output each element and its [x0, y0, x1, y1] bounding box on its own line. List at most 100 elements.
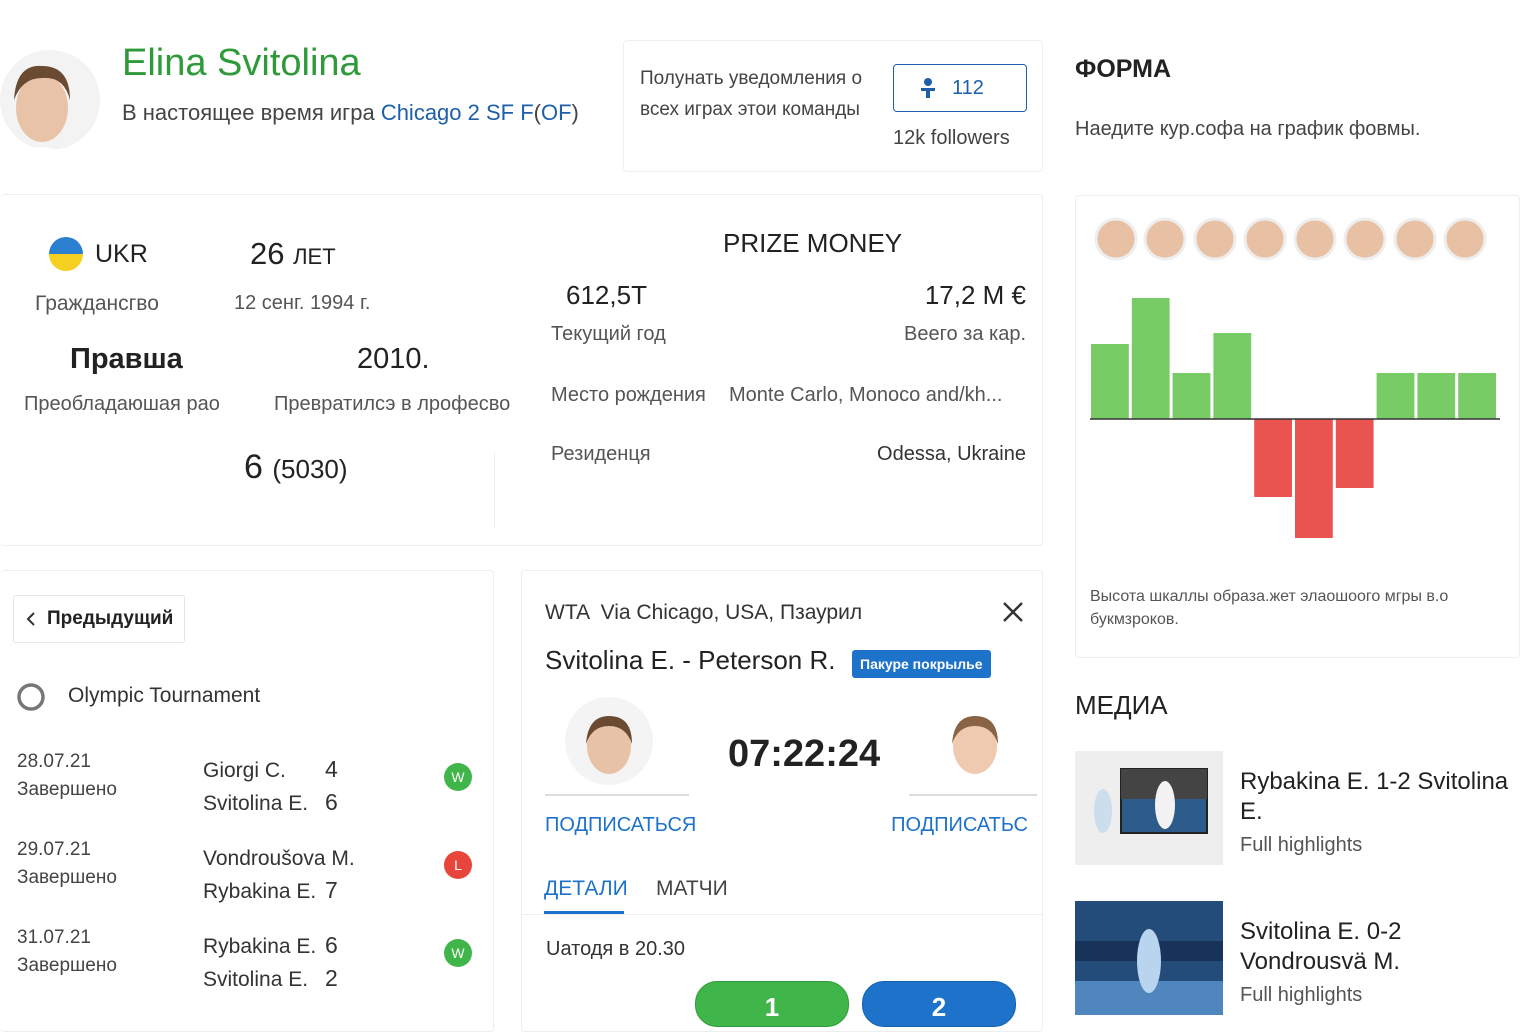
form-chart: [1090, 217, 1500, 538]
back-label: Предыдущий: [47, 608, 174, 629]
tab-indicator: [544, 911, 624, 914]
player-two: Rybakina E.: [203, 880, 317, 903]
media-thumb[interactable]: [1075, 901, 1223, 1015]
age-value: 26: [250, 236, 285, 271]
opponent-avatar: [952, 716, 998, 774]
player-avatar: [565, 697, 653, 785]
form-box: Высота шкаллы образа.жет элаошоого мгры …: [1075, 195, 1520, 658]
form-title: ФОРМА: [1075, 55, 1172, 83]
form-avatars: [1094, 217, 1487, 261]
player-two: Svitolina E.: [203, 792, 309, 815]
player-one: Giorgi C.: [203, 759, 286, 782]
form-bar: [1458, 373, 1496, 419]
match-date: 28.07.21: [17, 751, 91, 772]
back-button[interactable]: Предыдущий: [13, 595, 185, 643]
prize-title: PRIZE MONEY: [723, 228, 903, 258]
rank-value: 6: [244, 448, 263, 486]
divider: [494, 452, 495, 527]
status-link[interactable]: Chicago 2 SF F: [380, 100, 534, 125]
status-extra[interactable]: OF: [540, 100, 572, 125]
stats-box: [0, 194, 1043, 546]
media-item-subtitle: Full highlights: [1240, 984, 1363, 1006]
follow-count: 112: [952, 77, 984, 99]
form-bar: [1172, 373, 1211, 419]
odds-button[interactable]: 1: [695, 981, 849, 1027]
match-card: WTA Via Chicago, USA, Пзаурил Svitolina …: [521, 570, 1043, 1032]
card-header: WTA Via Chicago, USA, Пзаурил: [545, 601, 863, 624]
residence: Odessa, Ukraine: [877, 443, 1026, 465]
form-bar: [1335, 419, 1374, 488]
age-unit: ЛЕТ: [293, 244, 336, 269]
media-item-subtitle: Full highlights: [1240, 834, 1363, 856]
player-one: Rybakina E.: [203, 935, 317, 958]
surface-badge: Пакуре покрылье: [852, 650, 991, 678]
media-item-title[interactable]: Svitolina E. 0-2 Vondrousvä M.: [1240, 918, 1402, 975]
match-status: Завершено: [17, 867, 117, 888]
follow-icon: [921, 78, 935, 98]
form-bar: [1295, 419, 1333, 538]
card-title: Svitolina E. - Peterson R.: [545, 645, 836, 675]
player-one: Vondroušova M.: [203, 847, 355, 870]
birthplace: Monte Carlo, Monoco and/kh...: [729, 384, 1003, 406]
age: 26 ЛЕТ: [250, 236, 336, 272]
birth-date: 12 сенг. 1994 г.: [234, 292, 371, 314]
followers: 12k followers: [893, 127, 1010, 149]
flag: [49, 237, 83, 271]
chevron: [26, 612, 35, 626]
notify-box: Полунать уведомления о всех играх этои к…: [623, 40, 1043, 172]
points: (5030): [272, 454, 348, 484]
country: UKR: [95, 240, 148, 268]
paren: (: [533, 100, 541, 125]
player-two: Svitolina E.: [203, 968, 309, 991]
media-thumb[interactable]: [1075, 751, 1223, 865]
score-two: 2: [325, 965, 338, 991]
tab-matches[interactable]: МАТЧИ: [656, 877, 728, 900]
prize-total: 17,2 M €: [924, 280, 1026, 310]
player-name: Elina Svitolina: [122, 42, 361, 84]
score-two: 6: [325, 789, 338, 815]
match-status: Завершено: [17, 779, 117, 800]
divider: [522, 914, 1042, 915]
score-one: 4: [325, 756, 338, 782]
prize-current-label: Текущий год: [551, 323, 666, 345]
form-caption: Высота шкаллы образа.жет элаошоого мгры …: [1090, 588, 1449, 628]
citizenship-label: Граждансгво: [35, 292, 159, 315]
divider: [909, 794, 1037, 796]
birthplace-label: Место рождения: [551, 384, 706, 406]
tournament: Olympic Tournament: [68, 684, 261, 707]
form-bar: [1254, 419, 1292, 497]
odds-button[interactable]: 2: [862, 981, 1016, 1027]
pro-year: 2010.: [357, 343, 430, 375]
close-icon[interactable]: [1002, 601, 1024, 623]
media-title: МЕДИА: [1075, 690, 1168, 720]
divider: [545, 794, 689, 796]
score-two: 7: [325, 877, 338, 903]
hand-label: Преобладаюшая рао: [24, 393, 220, 415]
form-bar: [1417, 373, 1456, 419]
residence-label: Резиденця: [551, 443, 651, 465]
media-item-title[interactable]: Rybakina E. 1-2 Svitolina E.: [1240, 768, 1509, 825]
form-bar: [1376, 373, 1415, 419]
subscribe-left[interactable]: ПОДПИСАТЬСЯ: [545, 814, 697, 836]
subscribe-right[interactable]: ПОДПИСАТЬС: [891, 814, 1028, 836]
match-info: Uатодя в 20.30: [546, 938, 686, 960]
form-bar: [1091, 344, 1129, 419]
tab-details[interactable]: ДЕТАЛИ: [544, 877, 628, 900]
match-result: W: [444, 763, 472, 791]
form-hint: Наедите кур.софа на график фовмы.: [1075, 118, 1421, 140]
status: В настоящее время игра Chicago 2 SF F(OF…: [122, 100, 579, 126]
hand: Правша: [70, 343, 183, 375]
countdown: 07:22:24: [728, 733, 881, 775]
prize-current: 612,5T: [566, 280, 647, 310]
paren: ): [571, 100, 579, 125]
player-photo: [0, 50, 100, 160]
matches-box: Предыдущий Olympic Tournament 28.07.21 За…: [0, 570, 494, 1032]
match-status: Завершено: [17, 955, 117, 976]
match-result: L: [444, 851, 472, 879]
follow-button[interactable]: 112: [893, 64, 1027, 112]
prize-total-label: Веего за кар.: [904, 323, 1026, 345]
form-bar: [1213, 333, 1252, 419]
tournament-icon: [17, 683, 45, 711]
match-date: 29.07.21: [17, 839, 91, 860]
